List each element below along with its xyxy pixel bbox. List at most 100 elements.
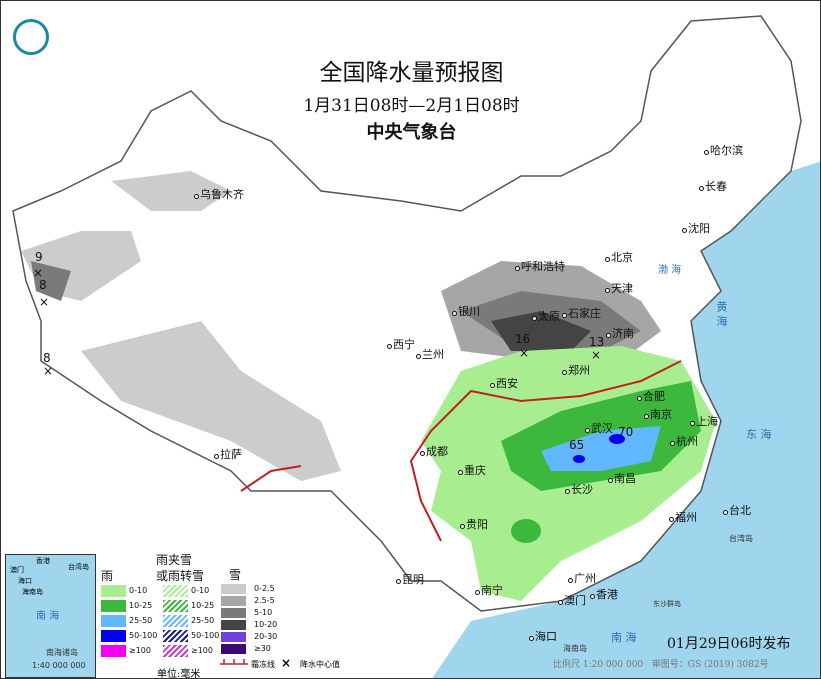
south-china-sea-inset: 香港 澳门 台湾岛 海口 海南岛 南 海 南海诸岛 1:40 000 000 [5, 554, 96, 678]
rain-area [609, 434, 625, 444]
inset-sea-label: 南 海 [36, 611, 60, 622]
legend-swatch-mixed [163, 615, 188, 627]
rain-area [511, 519, 541, 543]
center-mark: × [591, 348, 601, 362]
freeze-line-label: 霜冻线 [251, 660, 275, 669]
legend-swatch-rain [101, 645, 126, 657]
legend-label: 0-10 [191, 586, 210, 595]
legend-swatch-snow [221, 596, 246, 606]
legend-swatch-rain [101, 615, 126, 627]
legend-label: 10-20 [254, 620, 278, 629]
city-label: 广州 [568, 572, 596, 585]
city-label: 西宁 [387, 338, 415, 351]
rain-area [573, 455, 585, 463]
city-label: 西安 [490, 377, 518, 390]
rain-area [541, 426, 661, 471]
center-mark: × [43, 364, 53, 378]
city-label: 上海 [690, 415, 718, 428]
city-label: 武汉 [585, 422, 613, 435]
city-label: 长春 [699, 180, 727, 193]
city-label: 合肥 [637, 390, 665, 403]
inset-hongkong: 香港 [36, 557, 50, 565]
precip-center-value: 16 [515, 332, 531, 346]
legend-swatch-rain [101, 585, 126, 597]
city-label: 南昌 [608, 472, 636, 485]
legend-mixed-title: 雨夹雪 [156, 553, 193, 567]
precip-center-value: 8 [39, 278, 47, 292]
legend-snow-title: 雪 [229, 568, 242, 582]
city-label: 沈阳 [682, 222, 710, 235]
legend-label: 2.5-5 [254, 596, 275, 605]
legend-label: 50-100 [191, 631, 220, 640]
legend-label: ≥100 [129, 646, 151, 655]
precip-center-value: 9 [35, 250, 43, 264]
center-mark: × [39, 295, 49, 309]
legend-label: ≥100 [191, 646, 213, 655]
legend-label: 10-25 [191, 601, 215, 610]
hainan-label: 海南岛 [563, 644, 587, 653]
city-label: 乌鲁木齐 [194, 188, 244, 201]
snow-area [31, 261, 71, 301]
sea-label-bohai: 渤 海 [658, 265, 682, 276]
snow-area [111, 171, 231, 211]
sea-label-east: 东 海 [746, 428, 772, 441]
legend-mixed-title: 或雨转雪 [156, 569, 205, 583]
snow-area [491, 311, 591, 351]
legend-label: 25-50 [191, 616, 215, 625]
center-mark: × [519, 346, 529, 360]
legend-swatch-snow [221, 608, 246, 618]
inset-taiwan: 台湾岛 [68, 563, 89, 571]
center-mark-symbol: × [281, 656, 292, 670]
inset-hainan: 海南岛 [22, 588, 43, 596]
agency: 中央气象台 [366, 122, 457, 143]
city-label: 郑州 [562, 364, 590, 377]
city-label: 成都 [420, 445, 448, 458]
scale-and-map-number: 比例尺 1:20 000 000 审图号：GS (2019) 3082号 [553, 657, 769, 670]
city-label: 重庆 [458, 464, 486, 477]
city-label: 长沙 [565, 483, 593, 496]
map-scale: 比例尺 1:20 000 000 [553, 660, 644, 670]
center-mark-label: 降水中心值 [300, 660, 340, 669]
city-label: 天津 [605, 282, 633, 295]
freeze-line [240, 465, 302, 492]
cma-logo [13, 19, 49, 55]
precip-center-value: 65 [569, 438, 585, 452]
legend-label: 0-10 [129, 586, 148, 595]
sea [432, 161, 820, 678]
legend-swatch-rain [101, 630, 126, 642]
city-label: 台北 [723, 504, 751, 517]
city-label: 海口 [529, 630, 557, 643]
city-label: 昆明 [396, 573, 424, 586]
precip-center-value: 13 [589, 335, 605, 349]
city-label: 拉萨 [214, 448, 242, 461]
precip-center-value: 70 [618, 425, 634, 439]
legend-swatch-snow [221, 644, 246, 654]
city-label: 石家庄 [562, 307, 601, 320]
inset-macau: 澳门 [10, 566, 24, 574]
freeze-line [409, 360, 682, 542]
legend-swatch-mixed [163, 630, 188, 642]
legend-label: 10-25 [129, 601, 153, 610]
legend-swatch-mixed [163, 585, 188, 597]
forecast-period: 1月31日08时—2月1日08时 [303, 96, 520, 116]
taiwan-label: 台湾岛 [729, 534, 753, 543]
map-title: 全国降水量预报图 [319, 60, 504, 86]
map-approval-number: 审图号：GS (2019) 3082号 [651, 660, 769, 670]
legend-swatch-snow [221, 584, 246, 594]
sea-label-yellow: 黄 海 [715, 301, 728, 327]
precip-center-value: 8 [43, 351, 51, 365]
inset-caption: 南海诸岛 [46, 648, 78, 657]
legend-swatch-mixed [163, 600, 188, 612]
city-label: 济南 [606, 327, 634, 340]
freeze-line-legend-icon [220, 659, 248, 665]
city-label: 香港 [590, 588, 618, 601]
legend-swatch-snow [221, 620, 246, 630]
center-marks: × × × × × [33, 266, 601, 378]
city-label: 南京 [644, 408, 672, 421]
dongsha-label: 东沙群岛 [653, 600, 681, 608]
legend-label: 50-100 [129, 631, 158, 640]
issued-time: 01月29日06时发布 [667, 636, 791, 652]
snow-area [81, 321, 341, 481]
